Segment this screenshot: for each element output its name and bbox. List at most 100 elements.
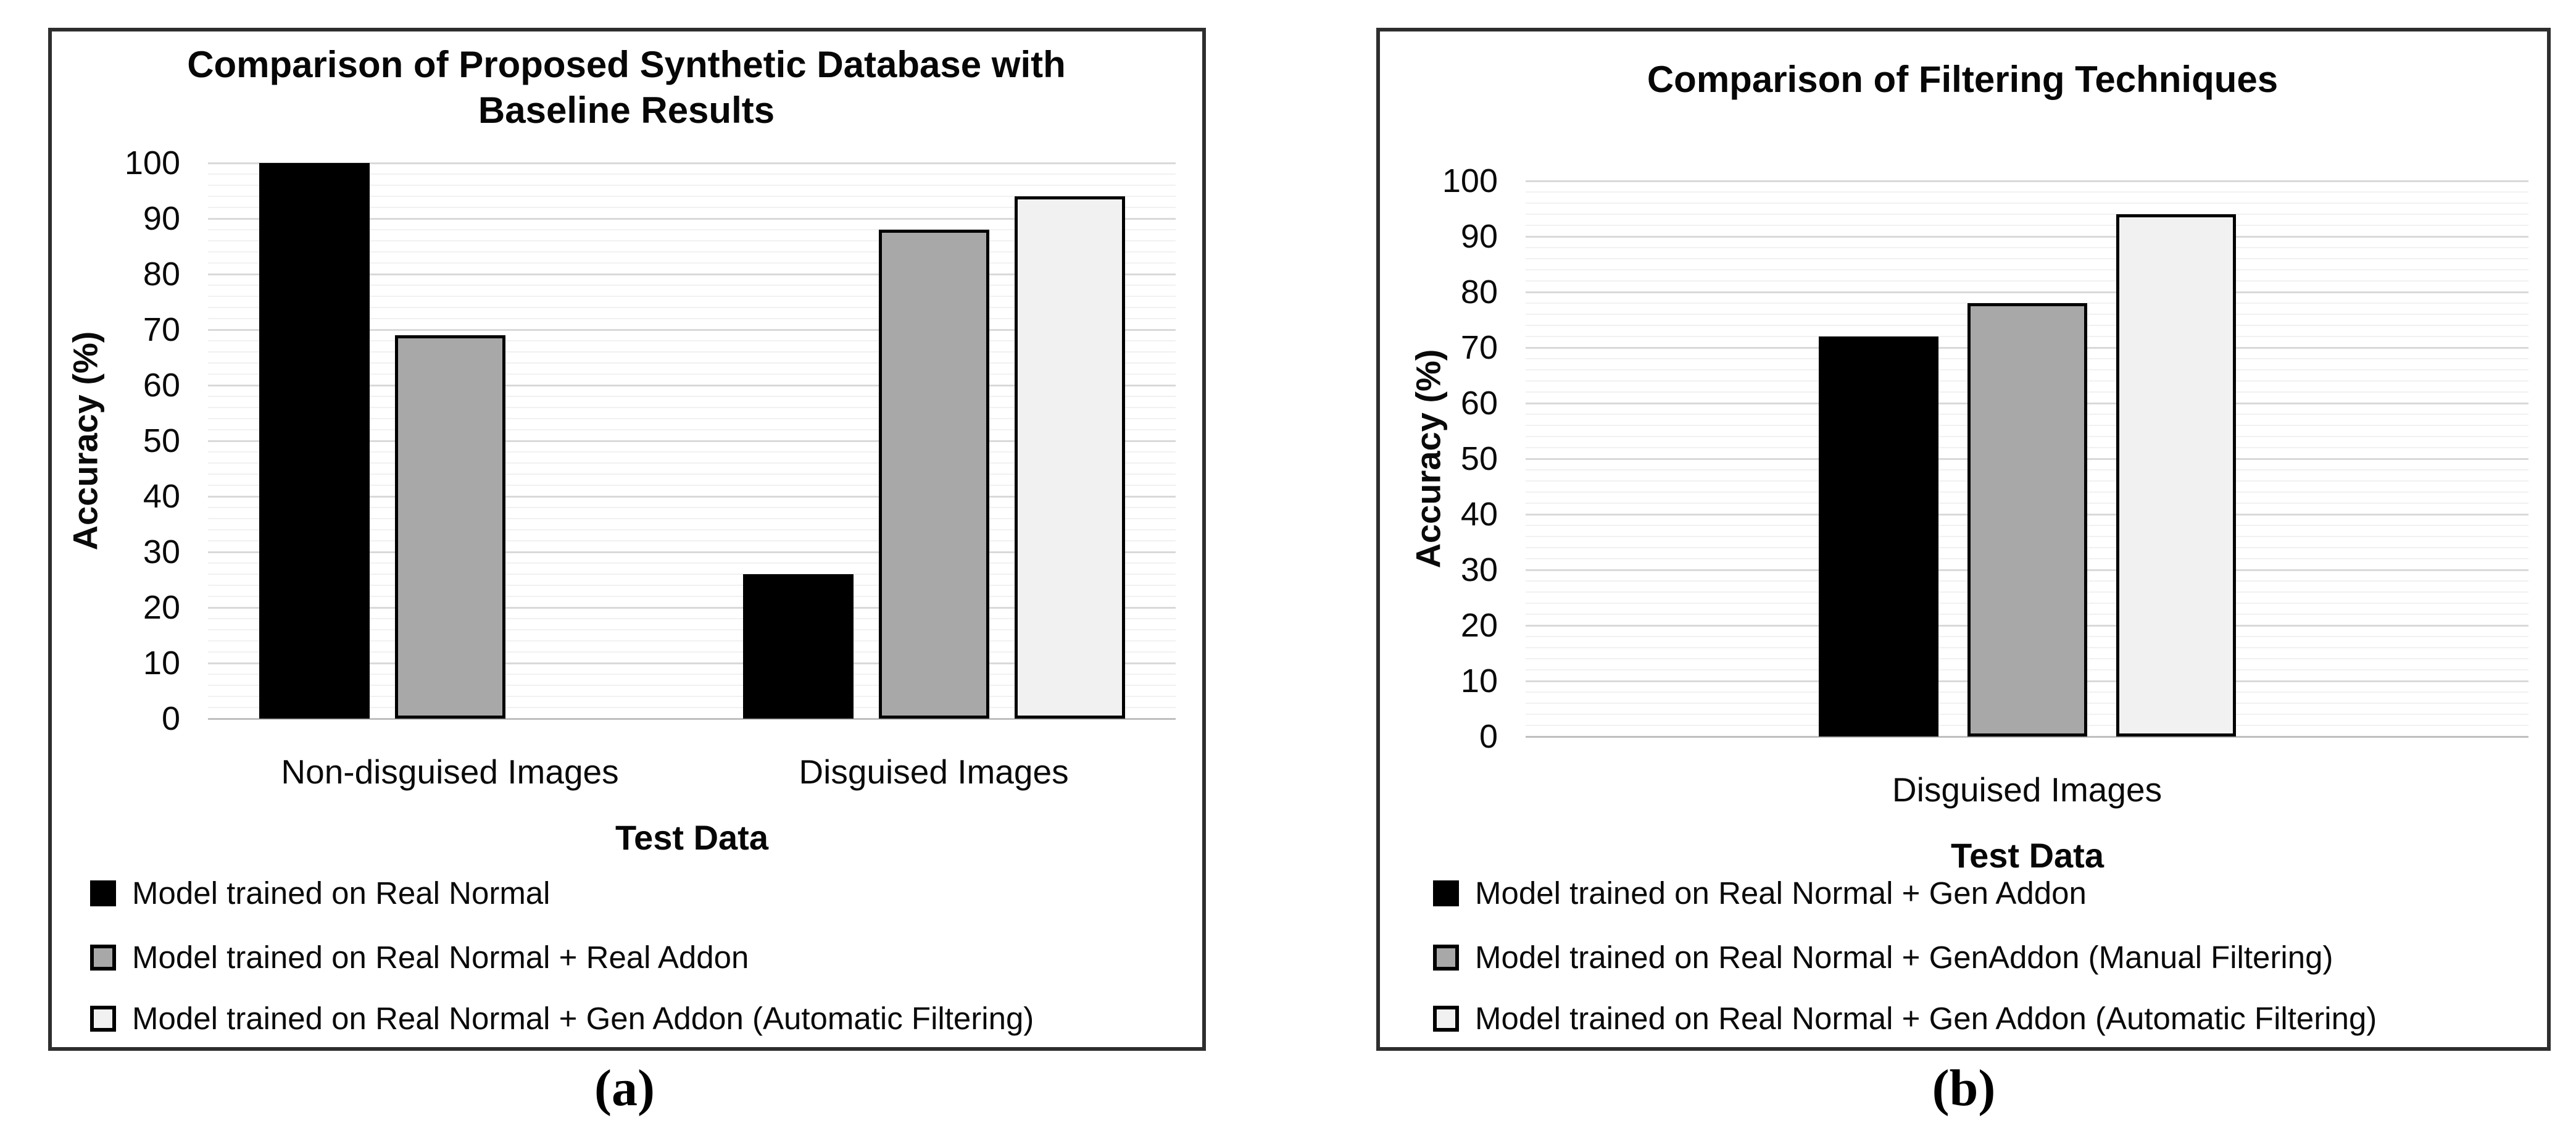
- gridline-minor: [208, 518, 1176, 519]
- y-tick-label-a-10: 10: [143, 645, 180, 682]
- gridline-minor: [208, 685, 1176, 686]
- legend-label-a-series3: Model trained on Real Normal + Gen Addon…: [132, 1001, 1034, 1036]
- y-tick-label-a-40: 40: [143, 478, 180, 515]
- y-tick-label-b-40: 40: [1460, 496, 1498, 533]
- gridline-minor: [208, 207, 1176, 208]
- x-axis-baseline: [208, 718, 1176, 720]
- x-category-label-a-1: Non-disguised Images: [281, 753, 619, 791]
- gridline-minor: [208, 185, 1176, 186]
- gridline-major: [208, 274, 1176, 275]
- gridline-minor: [208, 462, 1176, 464]
- legend-marker-a-series2: [90, 945, 116, 971]
- x-axis-title-b: Test Data: [1951, 836, 2104, 875]
- gridline-minor: [208, 407, 1176, 408]
- gridline-minor: [1526, 258, 2528, 259]
- gridline-minor: [208, 307, 1176, 308]
- gridline-minor: [208, 507, 1176, 508]
- gridline-minor: [208, 574, 1176, 575]
- legend-label-a-series2: Model trained on Real Normal + Real Addo…: [132, 940, 749, 975]
- gridline-minor: [208, 485, 1176, 486]
- chart-title-a-line1: Comparison of Proposed Synthetic Databas…: [187, 44, 1066, 85]
- gridline-minor: [208, 651, 1176, 653]
- gridline-minor: [208, 707, 1176, 708]
- gridline-minor: [208, 318, 1176, 319]
- y-tick-label-a-20: 20: [143, 589, 180, 626]
- legend-marker-a-series1: [90, 880, 116, 906]
- gridline-minor: [208, 262, 1176, 264]
- gridline-minor: [208, 474, 1176, 475]
- legend-marker-a-series3: [90, 1006, 116, 1032]
- legend-label-b-series2: Model trained on Real Normal + GenAddon …: [1475, 940, 2333, 975]
- y-tick-label-a-80: 80: [143, 256, 180, 293]
- gridline-minor: [208, 396, 1176, 397]
- gridline-major: [208, 551, 1176, 553]
- caption-b: (b): [1932, 1059, 1996, 1117]
- y-tick-label-b-100: 100: [1442, 162, 1498, 199]
- gridline-major: [1526, 236, 2528, 238]
- gridline-major: [208, 218, 1176, 220]
- y-tick-label-b-10: 10: [1460, 662, 1498, 700]
- gridline-minor: [1526, 225, 2528, 226]
- gridline-minor: [1526, 191, 2528, 193]
- y-tick-label-b-50: 50: [1460, 440, 1498, 477]
- gridline-minor: [208, 451, 1176, 453]
- gridline-minor: [208, 240, 1176, 241]
- gridline-minor: [208, 696, 1176, 697]
- y-tick-label-b-20: 20: [1460, 607, 1498, 644]
- gridline-major: [1526, 291, 2528, 293]
- chart-title-a-line2: Baseline Results: [478, 90, 775, 131]
- y-tick-label-b-30: 30: [1460, 551, 1498, 588]
- gridline-minor: [1526, 269, 2528, 270]
- gridline-minor: [208, 351, 1176, 353]
- x-category-label-b-1: Disguised Images: [1892, 771, 2163, 809]
- bar-a-series2-cat2: [878, 230, 989, 719]
- gridline-major: [208, 662, 1176, 664]
- gridline-minor: [208, 596, 1176, 597]
- gridline-minor: [208, 196, 1176, 197]
- gridline-minor: [208, 429, 1176, 430]
- legend-marker-b-series2: [1433, 945, 1459, 971]
- bar-b-series2-cat1: [1967, 303, 2087, 737]
- gridline-minor: [208, 674, 1176, 675]
- y-tick-label-a-70: 70: [143, 311, 180, 348]
- gridline-minor: [208, 340, 1176, 341]
- gridline-minor: [208, 618, 1176, 619]
- legend-label-b-series1: Model trained on Real Normal + Gen Addon: [1475, 875, 2087, 911]
- y-tick-label-a-50: 50: [143, 422, 180, 459]
- x-axis-baseline: [1526, 736, 2528, 738]
- y-tick-label-a-30: 30: [143, 533, 180, 570]
- gridline-minor: [208, 629, 1176, 630]
- gridline-major: [208, 329, 1176, 331]
- gridline-minor: [208, 296, 1176, 297]
- y-tick-label-a-0: 0: [161, 700, 180, 737]
- y-tick-label-b-60: 60: [1460, 385, 1498, 422]
- y-tick-label-b-70: 70: [1460, 329, 1498, 366]
- bar-a-series1-cat1: [259, 163, 370, 719]
- y-tick-label-b-0: 0: [1479, 718, 1498, 755]
- legend-label-b-series3: Model trained on Real Normal + Gen Addon…: [1475, 1001, 2377, 1036]
- gridline-minor: [208, 285, 1176, 286]
- legend-marker-b-series1: [1433, 880, 1459, 906]
- bar-a-series1-cat2: [742, 574, 854, 719]
- gridline-major: [208, 607, 1176, 609]
- gridline-major: [208, 385, 1176, 386]
- gridline-minor: [1526, 280, 2528, 282]
- gridline-minor: [208, 362, 1176, 364]
- legend-label-a-series1: Model trained on Real Normal: [132, 875, 551, 911]
- gridline-minor: [1526, 247, 2528, 248]
- gridline-minor: [208, 374, 1176, 375]
- gridline-minor: [208, 585, 1176, 586]
- legend-marker-b-series3: [1433, 1006, 1459, 1032]
- panel-a: [48, 28, 1206, 1051]
- gridline-minor: [208, 173, 1176, 175]
- chart-title-b-line1: Comparison of Filtering Techniques: [1647, 59, 2279, 100]
- gridline-minor: [208, 418, 1176, 419]
- panel-b: [1376, 28, 2551, 1051]
- y-tick-label-a-100: 100: [124, 144, 180, 182]
- bar-a-series3-cat2: [1014, 196, 1125, 719]
- bar-b-series3-cat1: [2116, 214, 2236, 737]
- gridline-major: [208, 496, 1176, 498]
- gridline-minor: [208, 251, 1176, 253]
- gridline-major: [1526, 180, 2528, 182]
